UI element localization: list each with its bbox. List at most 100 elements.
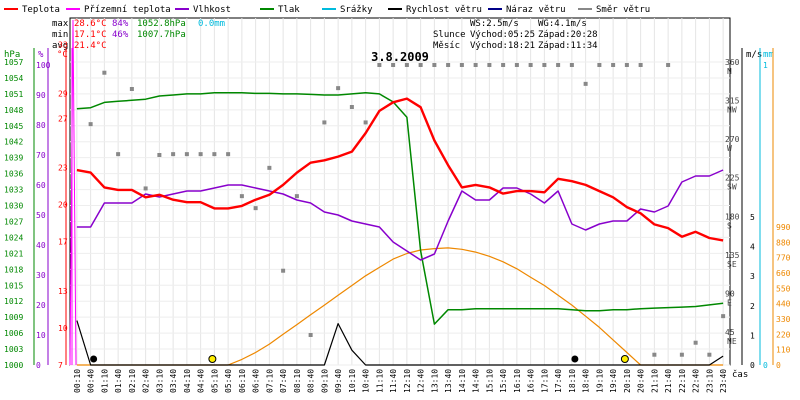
series-temperature [76,97,724,242]
wind-tick-label: 3 [750,272,755,281]
hpa-tick-label: 1012 [4,297,23,306]
legend-label: Náraz větru [506,5,566,15]
dir-name-label: SE [727,260,737,269]
wind-dir-point [253,206,258,211]
pct-tick-label: 70 [36,151,46,160]
hpa-tick-label: 1042 [4,138,23,147]
axis-label-x: čas [732,369,748,380]
legend-label: Srážky [340,5,373,15]
sunrad-tick-label: 660 [776,269,791,278]
x-tick-label: 13:40 [444,369,453,393]
sun-set: Západ:20:28 [538,30,598,40]
astro-block: WS:2.5m/s WG:4.1m/s Slunce Východ:05:25 … [433,19,598,51]
legend-label: Vlhkost [193,5,231,15]
x-tick-label: 23:40 [719,369,728,393]
hpa-tick-label: 1006 [4,329,23,338]
x-tick-label: 12:40 [417,369,426,393]
dir-tick-label: 225 [725,174,740,183]
rain-tick-label: 0 [763,361,768,370]
temp-tick-label: 20 [58,201,68,210]
pct-tick-label: 60 [36,181,46,190]
hpa-tick-label: 1051 [4,90,23,99]
dir-name-label: NE [727,337,737,346]
sun-label: Slunce [433,30,466,40]
dir-name-label: E [727,298,732,307]
rain-tick-label: 1 [763,61,768,70]
sunrad-tick-label: 0 [776,361,781,370]
x-tick-label: 18:10 [568,369,577,393]
x-tick-label: 22:40 [692,369,701,393]
series-humidity [76,169,724,261]
pct-tick-label: 50 [36,211,46,220]
x-tick-label: 19:40 [609,369,618,393]
dir-tick-label: 360 [725,58,740,67]
x-tick-label: 15:10 [485,369,494,393]
hpa-tick-label: 1027 [4,217,23,226]
wind-dir-point [528,63,533,67]
hpa-tick-label: 1009 [4,313,23,322]
stat-max-label: max [52,19,69,29]
pct-tick-label: 90 [36,91,46,100]
x-tick-label: 00:10 [73,369,82,393]
legend-label: Směr větru [596,5,650,15]
wind-dir-point [308,333,313,337]
stat-max-temp: 28.6°C [74,19,107,29]
series-wind-speed [76,320,724,366]
grid [70,18,730,366]
axis-label-wind: m/s [746,50,762,60]
wind-dir-point [652,352,657,357]
x-tick-label: 00:40 [87,369,96,393]
x-tick-label: 01:40 [114,369,123,393]
hpa-tick-label: 1039 [4,154,23,163]
series-ground-temp [69,19,77,366]
x-tick-label: 10:40 [362,369,371,393]
sun-rise: Východ:05:25 [470,30,535,40]
wind-dir-point [679,352,684,357]
hpa-tick-label: 1036 [4,170,23,179]
pct-tick-label: 100 [36,61,51,70]
moon-marker-icon [90,355,98,363]
wind-dir-point [157,153,162,157]
stat-avg-label: avg [52,41,68,51]
temp-tick-label: 7 [58,361,63,370]
x-tick-label: 08:40 [307,369,316,393]
wind-wg: WG:4.1m/s [538,19,587,29]
pct-tick-label: 10 [36,331,46,340]
wind-dir-point [212,152,217,157]
x-tick-label: 23:10 [705,369,714,393]
moon-marker-icon [571,355,579,363]
pct-tick-label: 40 [36,241,46,250]
x-tick-label: 16:40 [527,369,536,393]
dir-name-label: NW [727,106,737,115]
hpa-tick-label: 1054 [4,74,23,83]
temp-tick-label: 33 [58,40,68,49]
axis-label-temp: °C [57,50,68,60]
stat-max-press: 1052.8hPa [137,19,186,29]
temp-tick-label: 10 [58,324,68,333]
axis-label-pct: % [38,50,44,60]
wind-tick-label: 2 [750,302,755,311]
wind-dir-point [666,63,671,67]
wind-dir-point [226,152,231,157]
x-tick-label: 17:40 [554,369,563,393]
x-tick-label: 03:40 [169,369,178,393]
wind-dir-point [418,63,423,67]
x-tick-label: 02:40 [142,369,151,393]
dir-tick-label: 315 [725,97,740,106]
hpa-tick-label: 1003 [4,345,23,354]
temp-tick-label: 29 [58,90,68,99]
wind-dir-point [501,63,506,67]
x-tick-label: 05:40 [224,369,233,393]
hpa-tick-label: 1045 [4,122,23,131]
wind-dir-point [239,194,244,199]
stat-min-temp: 17.1°C [74,30,107,40]
series-pressure [76,92,724,325]
legend: Teplota Přízemní teplota Vlhkost Tlak Srážky… [4,5,650,15]
axis-label-rain: mm [763,50,774,60]
wind-dir-point [171,152,176,157]
x-tick-label: 19:10 [595,369,604,393]
legend-label: Přízemní teplota [84,5,171,15]
x-tick-label: 06:40 [252,369,261,393]
x-tick-label: 18:40 [582,369,591,393]
wind-dir-point [363,120,368,125]
